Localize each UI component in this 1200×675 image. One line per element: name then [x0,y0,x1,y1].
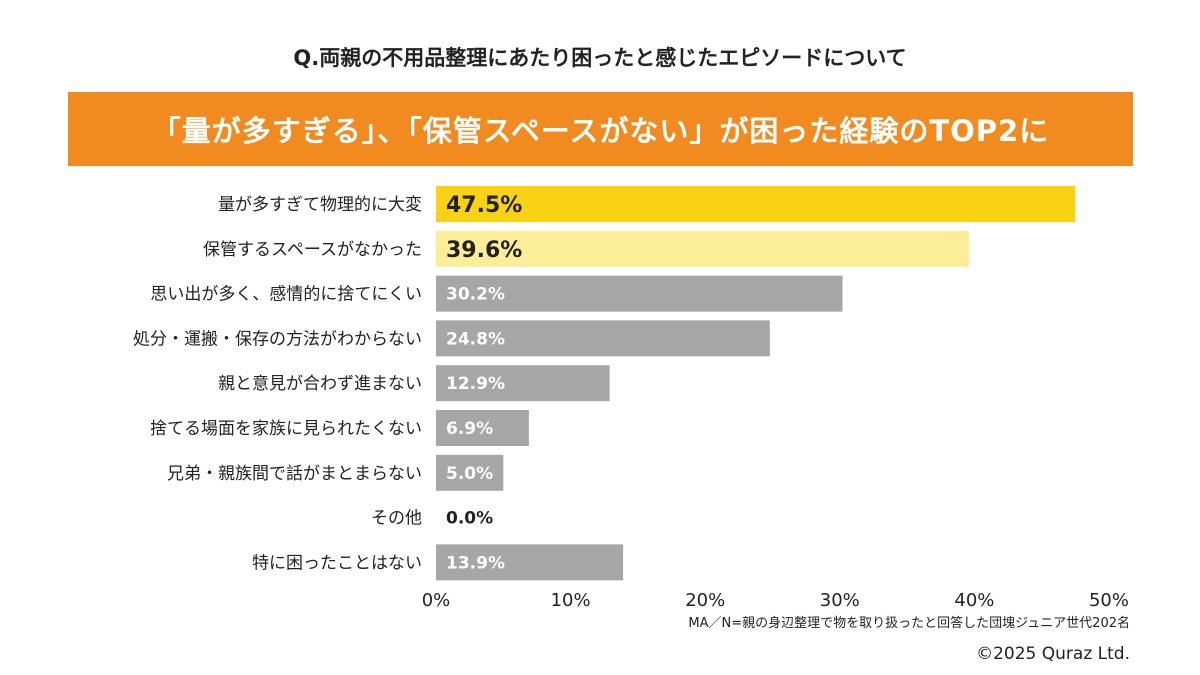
category-label: 保管するスペースがなかった [203,240,422,260]
data-label: 12.9% [446,374,505,394]
data-label: 47.5% [446,193,522,218]
sample-note: MA／N=親の身辺整理で物を取り扱ったと回答した団塊ジュニア世代202名 [688,616,1130,631]
data-label: 30.2% [446,285,505,305]
data-label: 24.8% [446,329,505,349]
headline-banner: 「量が多すぎる」、「保管スペースがない」が困った経験のTOP2に [68,92,1133,166]
category-label: 特に困ったことはない [252,553,422,573]
category-label: 量が多すぎて物理的に大変 [218,195,422,215]
question-title: Q.両親の不用品整理にあたり困ったと感じたエピソードについて [293,46,907,70]
bar [436,410,529,446]
bar [436,230,970,267]
bar [436,365,610,402]
data-label: 13.9% [446,553,505,573]
data-label: 5.0% [446,464,493,484]
bar [436,454,504,491]
headline-text: 「量が多すぎる」、「保管スペースがない」が困った経験のTOP2に [151,114,1050,148]
x-tick-label: 30% [820,590,860,611]
x-tick-label: 0% [422,590,451,611]
x-tick-label: 50% [1089,590,1129,611]
x-tick-label: 20% [685,590,725,611]
bar [436,186,1076,222]
data-label: 6.9% [446,419,493,439]
category-label: その他 [371,509,422,529]
data-label: 0.0% [446,509,493,529]
bar [436,275,843,312]
category-label: 処分・運搬・保存の方法がわからない [133,329,422,349]
bar [436,320,770,357]
category-label: 思い出が多く、感情的に捨てにくい [150,285,422,305]
data-label: 39.6% [446,238,522,263]
copyright: ©2025 Quraz Ltd. [976,644,1130,664]
x-tick-label: 10% [551,590,591,611]
bar [436,544,624,581]
category-label: 捨てる場面を家族に見られたくない [150,419,422,439]
category-label: 兄弟・親族間で話がまとまらない [167,464,422,484]
category-label: 親と意見が合わず進まない [218,374,422,394]
x-tick-label: 40% [954,590,994,611]
